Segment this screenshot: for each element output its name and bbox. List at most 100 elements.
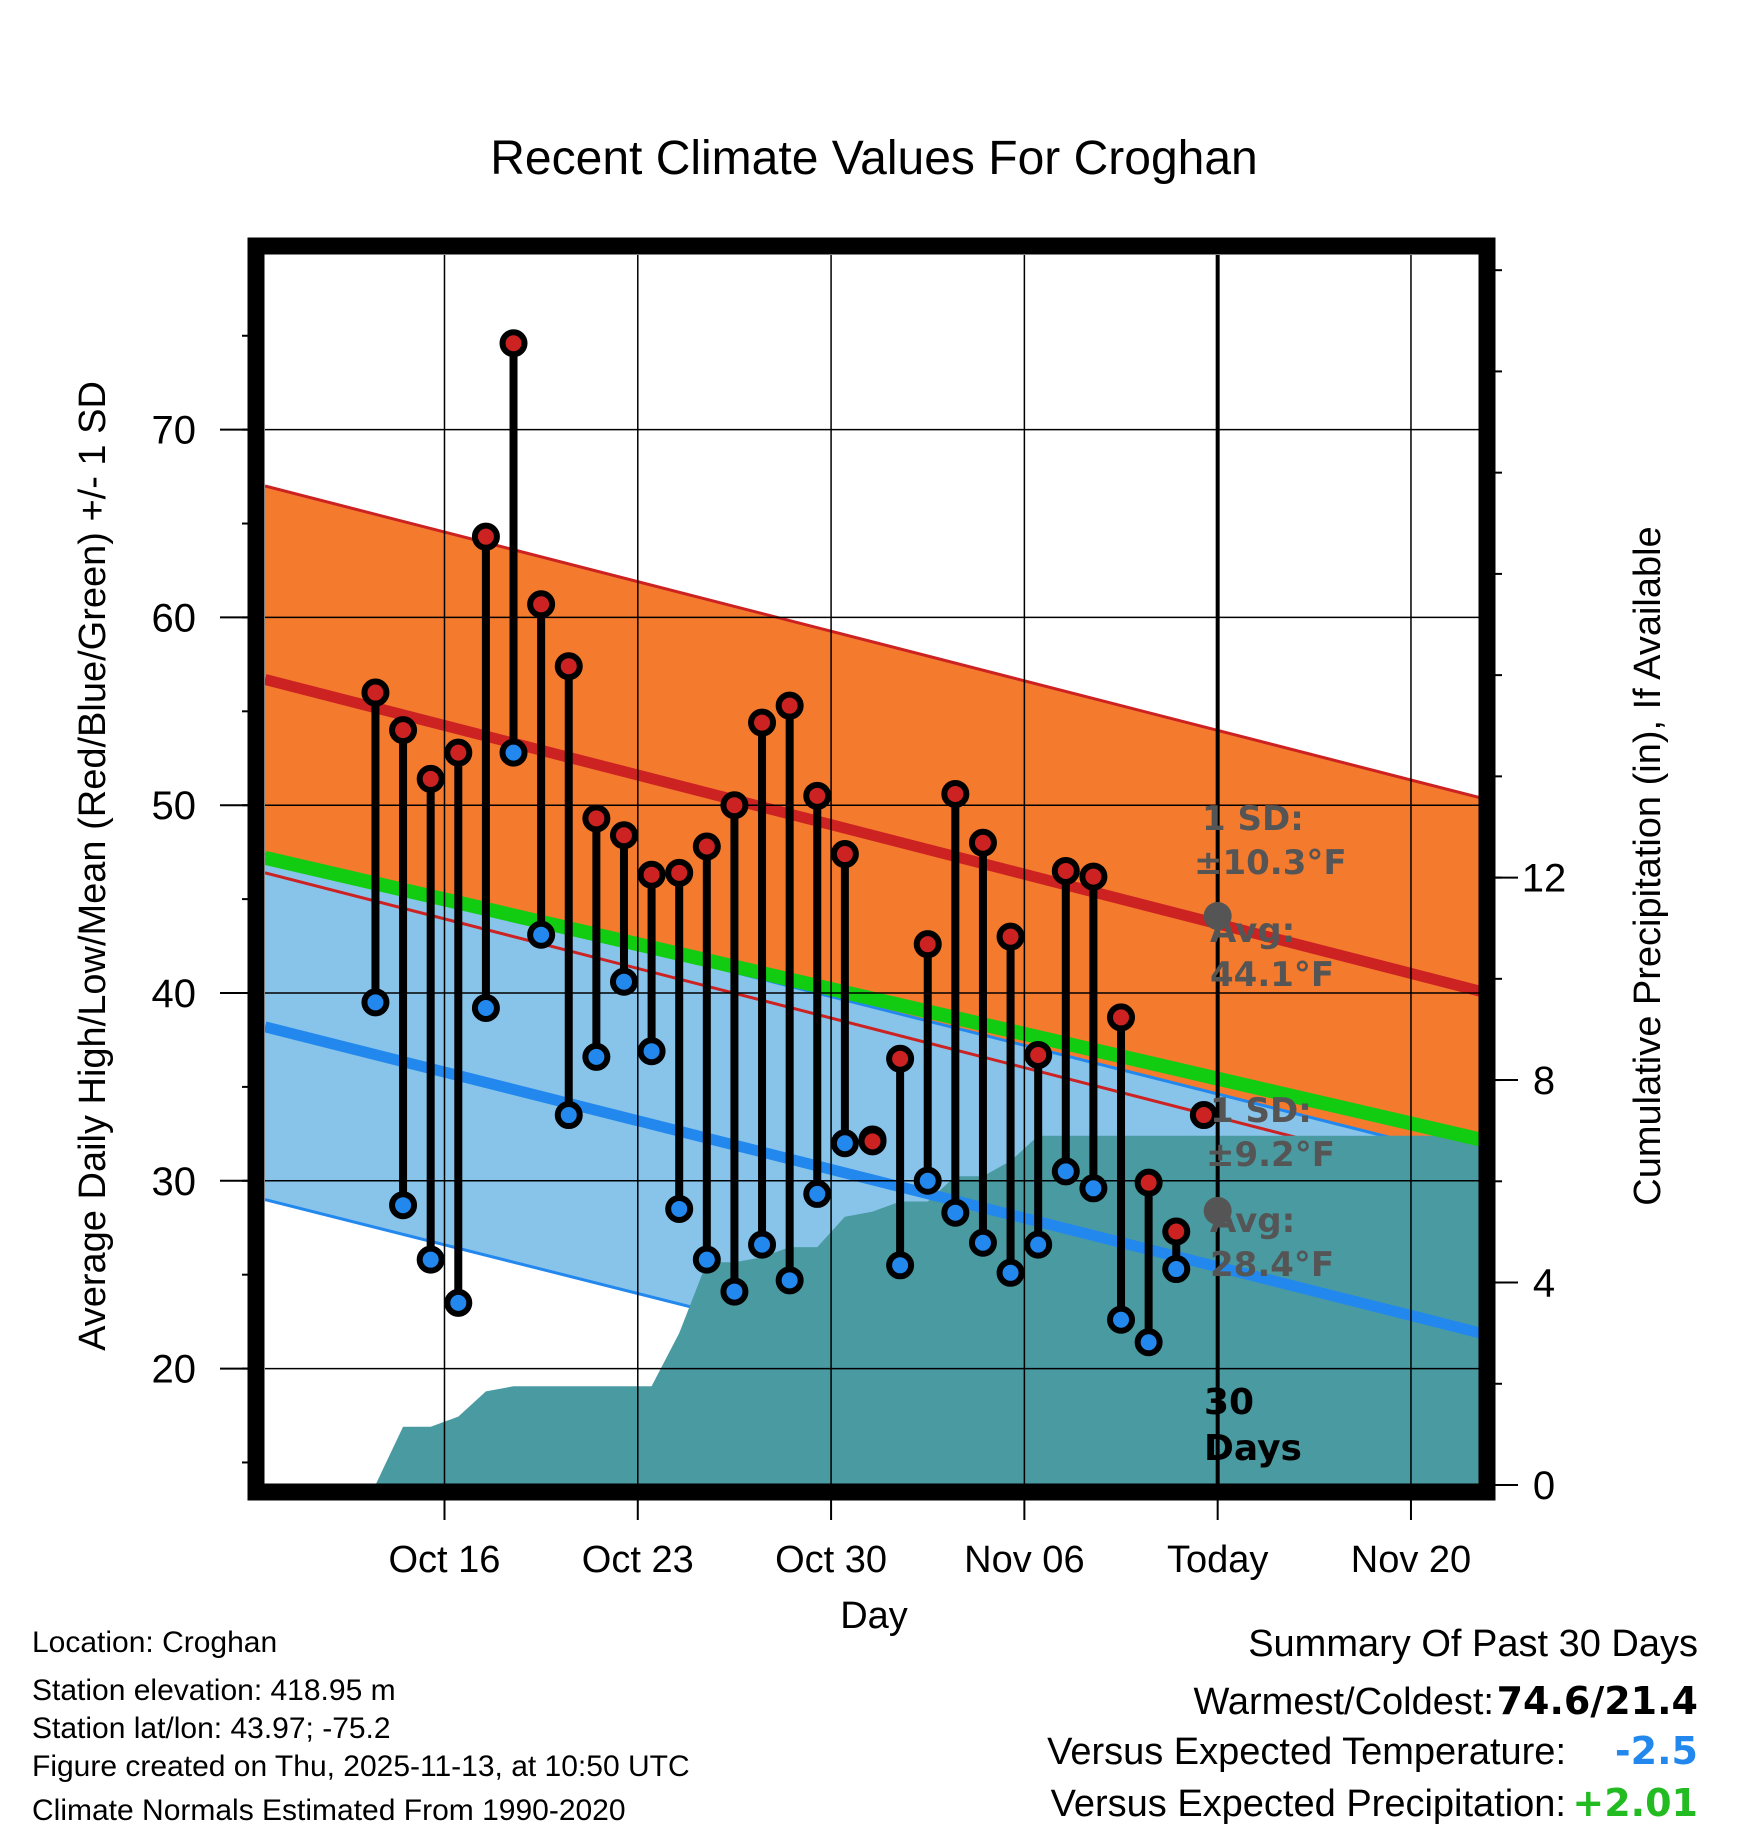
y-tick-label-right: 8 [1533, 1059, 1555, 1103]
x-tick-label: Nov 06 [964, 1539, 1084, 1581]
low-avg-label: Avg: [1210, 1201, 1295, 1241]
summary-temp-label: Versus Expected Temperature: [1047, 1731, 1566, 1773]
x-axis-label: Day [840, 1595, 908, 1637]
x-tick-label: Oct 30 [775, 1539, 887, 1581]
daily-high-point [996, 922, 1025, 951]
daily-low-point [609, 967, 638, 996]
high-avg-label: Avg: [1210, 911, 1295, 951]
mean-normal-line [265, 850, 1480, 1147]
high-normal-line [265, 674, 1480, 997]
summary-precip-label: Versus Expected Precipitation: [1051, 1783, 1566, 1825]
today-low-avg-point [1203, 1196, 1232, 1225]
daily-high-point [499, 329, 528, 358]
daily-low-point [913, 1166, 942, 1195]
daily-low-point [803, 1179, 832, 1208]
daily-high-point [554, 652, 583, 681]
high-sd-edge-lower [265, 871, 1480, 1186]
y-tick-label-left: 40 [152, 972, 197, 1016]
daily-high-point [609, 821, 638, 850]
summary-temp-value: -2.5 [1615, 1729, 1698, 1773]
daily-high-point [858, 1127, 887, 1156]
daily-low-point [968, 1228, 997, 1257]
high-sd-label: 1 SD: [1202, 799, 1304, 839]
daily-low-point [389, 1191, 418, 1220]
daily-high-point [582, 804, 611, 833]
x-tick-label: Nov 20 [1351, 1539, 1471, 1581]
high-sd-edge-upper [265, 484, 1480, 800]
daily-high-point [527, 590, 556, 619]
summary-warm-cold-label: Warmest/Coldest: [1193, 1681, 1494, 1723]
daily-low-point [1134, 1328, 1163, 1357]
daily-low-point [720, 1277, 749, 1306]
window-unit: Days [1204, 1428, 1302, 1469]
daily-low-point [1051, 1157, 1080, 1186]
daily-high-point [471, 522, 500, 551]
low-normal-line [265, 1021, 1480, 1339]
daily-low-point [665, 1194, 694, 1223]
daily-high-point [1079, 862, 1108, 891]
daily-low-point [554, 1101, 583, 1130]
y-axis-label-left: Average Daily High/Low/Mean (Red/Blue/Gr… [72, 381, 114, 1351]
daily-high-point [803, 781, 832, 810]
daily-high-point [748, 708, 777, 737]
daily-high-point [416, 764, 445, 793]
y-tick-label-left: 20 [152, 1348, 197, 1392]
footer-latlon: Station lat/lon: 43.97; -75.2 [32, 1712, 391, 1745]
daily-low-point [471, 994, 500, 1023]
y-tick-label-left: 60 [152, 596, 197, 640]
y-tick-label-right: 4 [1533, 1262, 1555, 1306]
x-tick-label: Today [1167, 1539, 1268, 1581]
daily-low-point [637, 1037, 666, 1066]
low-sd-value: ±9.2°F [1206, 1135, 1335, 1175]
daily-low-point [996, 1258, 1025, 1287]
daily-high-point [1051, 856, 1080, 885]
summary-precip-value: +2.01 [1572, 1781, 1698, 1825]
daily-low-point [1107, 1305, 1136, 1334]
daily-high-point [1134, 1168, 1163, 1197]
footer-location: Location: Croghan [32, 1626, 277, 1659]
daily-high-point [1024, 1040, 1053, 1069]
daily-low-point [941, 1198, 970, 1227]
x-tick-label: Oct 16 [389, 1539, 501, 1581]
high-avg-value: 44.1°F [1210, 955, 1334, 995]
y-tick-label-right: 0 [1533, 1464, 1555, 1508]
daily-low-point [1024, 1230, 1053, 1259]
daily-high-point [444, 738, 473, 767]
daily-low-point [1079, 1174, 1108, 1203]
summary-warm-cold-value: 74.6/21.4 [1497, 1679, 1698, 1723]
summary-title: Summary Of Past 30 Days [1248, 1623, 1698, 1665]
daily-low-point [416, 1245, 445, 1274]
y-tick-label-right: 12 [1522, 857, 1567, 901]
daily-low-point [444, 1288, 473, 1317]
high-sd-value: ±10.3°F [1194, 843, 1347, 883]
daily-high-point [637, 860, 666, 889]
y-axis-label-right: Cumulative Precipitation (in), If Availa… [1627, 526, 1669, 1205]
daily-high-point [361, 678, 390, 707]
daily-high-point [775, 691, 804, 720]
daily-low-point [527, 920, 556, 949]
daily-high-point [389, 716, 418, 745]
daily-high-point [1189, 1101, 1218, 1130]
footer-normals: Climate Normals Estimated From 1990-2020 [32, 1794, 626, 1827]
x-tick-label: Oct 23 [582, 1539, 694, 1581]
y-tick-label-left: 30 [152, 1160, 197, 1204]
footer-created: Figure created on Thu, 2025-11-13, at 10… [32, 1750, 690, 1783]
daily-low-point [361, 988, 390, 1017]
daily-high-point [720, 791, 749, 820]
low-avg-value: 28.4°F [1210, 1245, 1334, 1285]
y-tick-label-left: 50 [152, 784, 197, 828]
daily-high-point [968, 828, 997, 857]
daily-high-point [692, 832, 721, 861]
today-high-avg-point [1203, 902, 1232, 931]
chart-title: Recent Climate Values For Croghan [490, 132, 1257, 185]
daily-low-point [830, 1129, 859, 1158]
daily-high-point [1107, 1003, 1136, 1032]
daily-low-point [748, 1230, 777, 1259]
daily-low-point [775, 1266, 804, 1295]
daily-low-point [1162, 1255, 1191, 1284]
precip-area [375, 1135, 1480, 1485]
daily-high-point [830, 840, 859, 869]
daily-high-point [941, 779, 970, 808]
daily-high-point [665, 858, 694, 887]
